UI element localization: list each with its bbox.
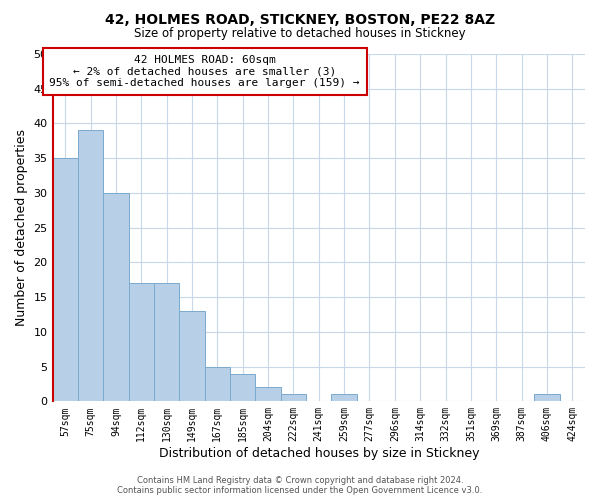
Bar (256, 388, 281, 402)
Bar (179, 311, 205, 402)
Text: Contains HM Land Registry data © Crown copyright and database right 2024.
Contai: Contains HM Land Registry data © Crown c… (118, 476, 482, 495)
Text: 42 HOLMES ROAD: 60sqm
← 2% of detached houses are smaller (3)
95% of semi-detach: 42 HOLMES ROAD: 60sqm ← 2% of detached h… (49, 55, 360, 88)
Bar (281, 394, 306, 402)
Y-axis label: Number of detached properties: Number of detached properties (15, 129, 28, 326)
Bar (534, 394, 560, 402)
Text: 42, HOLMES ROAD, STICKNEY, BOSTON, PE22 8AZ: 42, HOLMES ROAD, STICKNEY, BOSTON, PE22 … (105, 12, 495, 26)
Bar (128, 283, 154, 402)
Bar (230, 374, 256, 402)
Text: Size of property relative to detached houses in Stickney: Size of property relative to detached ho… (134, 28, 466, 40)
Bar (205, 366, 230, 402)
Bar (53, 158, 78, 402)
Bar (331, 394, 357, 402)
Bar (78, 130, 103, 402)
Bar (154, 283, 179, 402)
Bar (103, 193, 128, 402)
X-axis label: Distribution of detached houses by size in Stickney: Distribution of detached houses by size … (158, 447, 479, 460)
